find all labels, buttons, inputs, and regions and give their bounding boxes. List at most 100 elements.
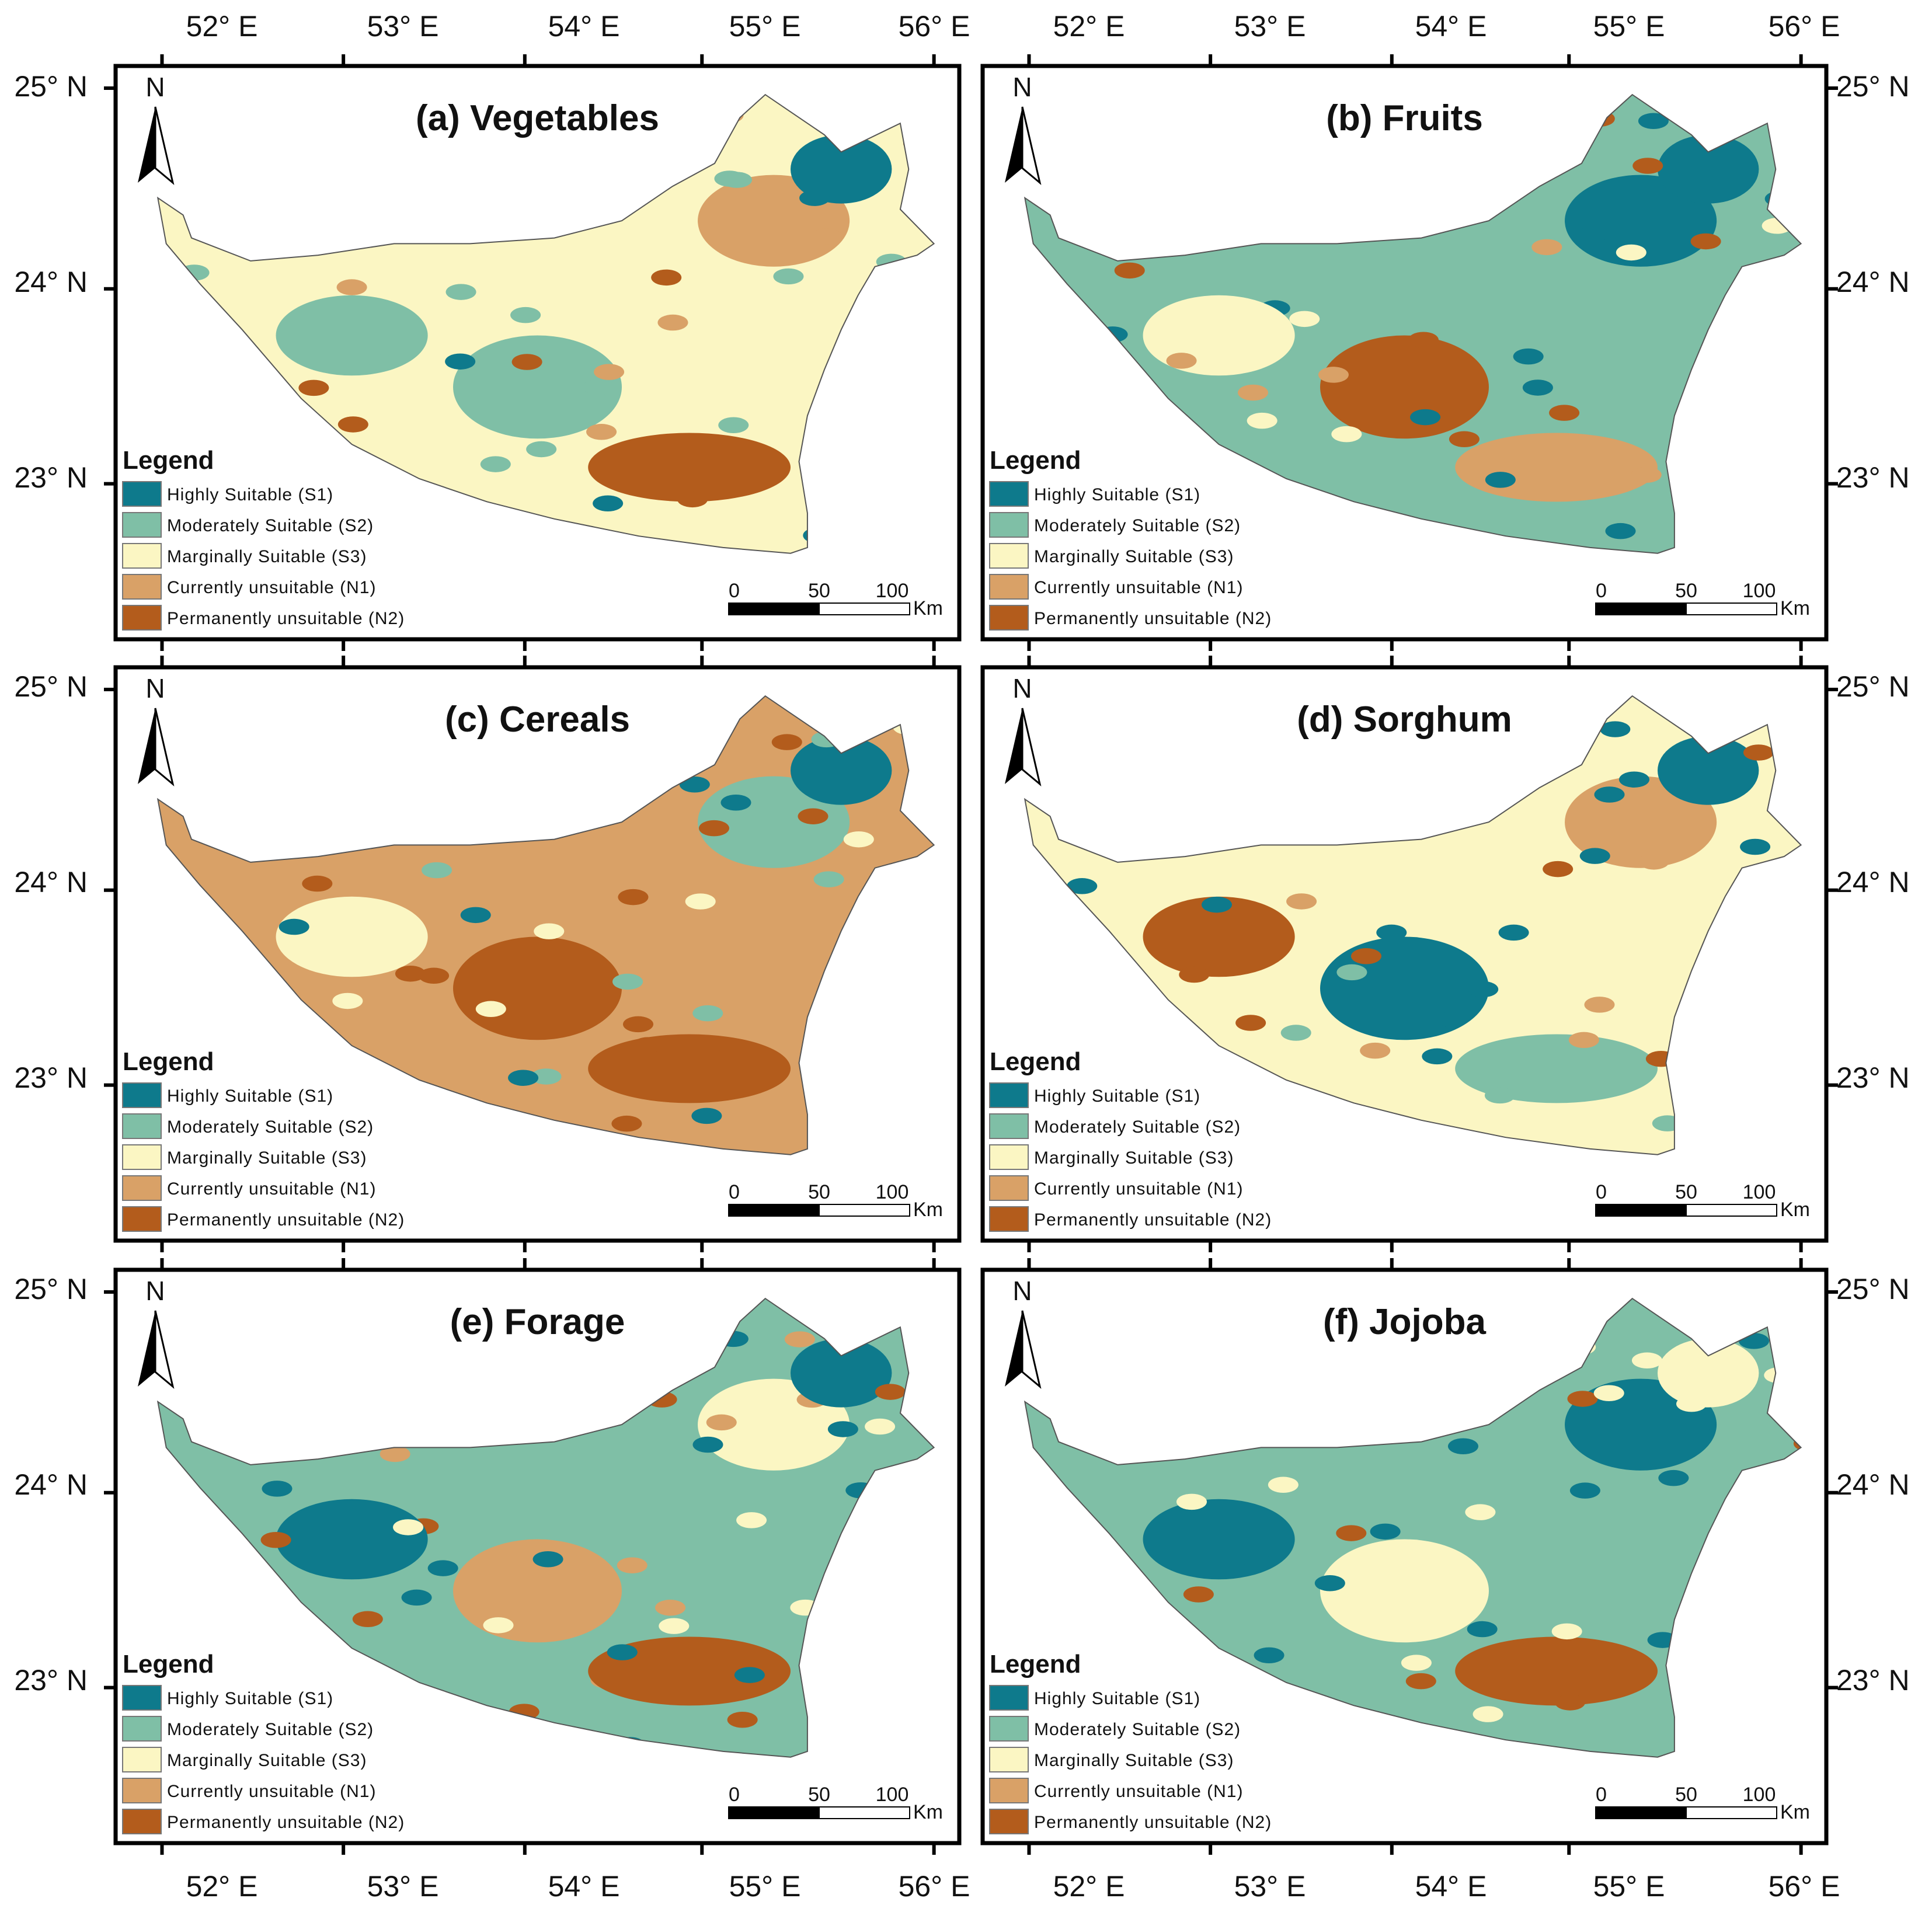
suitability-patch [532,1551,563,1568]
scale-bar-unit: Km [913,1801,943,1823]
suitability-patch [445,353,476,370]
suitability-patch [622,1016,654,1033]
suitability-patch [720,795,751,811]
suitability-patch [1543,861,1574,877]
legend-swatch [989,1206,1029,1232]
legend-swatch [989,1685,1029,1711]
north-arrow-label: N [1012,72,1032,102]
north-arrow-label: N [1012,673,1032,704]
suitability-patch [593,495,624,512]
suitability-patch [1067,878,1098,894]
suitability-zone [791,134,892,204]
suitability-patch [798,808,829,824]
suitability-zone [453,335,622,439]
lat-label: 24° N [1836,1468,1910,1501]
legend-label: Highly Suitable (S1) [167,1086,333,1106]
suitability-patch [875,1384,906,1400]
legend-swatch [122,543,162,569]
legend-title: Legend [990,1047,1081,1076]
suitability-patch [611,1115,642,1132]
north-arrow-left-half [1005,708,1022,784]
panel-title: (e) Forage [450,1302,625,1342]
legend-label: Currently unsuitable (N1) [167,1782,376,1801]
suitability-patch [427,1560,458,1576]
suitability-patch [1247,412,1277,429]
suitability-patch [480,456,511,472]
suitability-patch [1631,1352,1662,1369]
scale-bar-segment [1686,1806,1777,1819]
suitability-patch [445,284,476,300]
suitability-patch [1268,1476,1299,1493]
suitability-patch [1201,896,1232,913]
suitability-patch [1658,1469,1689,1486]
suitability-patch [1605,523,1636,539]
suitability-patch [718,417,749,434]
suitability-patch [827,1421,858,1437]
north-arrow-icon: N [1005,673,1042,787]
suitability-patch [1740,838,1771,855]
legend-label: Currently unsuitable (N1) [1034,1782,1243,1801]
suitability-patch [395,965,426,982]
north-arrow-right-half [154,1310,175,1389]
north-arrow-label: N [1012,1276,1032,1306]
scale-bar-segment [1686,1204,1777,1217]
lon-label: 52° E [186,1870,258,1903]
legend-label: Marginally Suitable (S3) [1034,1148,1234,1168]
scale-bar-segment [1595,1806,1687,1819]
suitability-patch [607,1644,638,1660]
suitability-patch [799,190,830,206]
lon-label: 56° E [1769,1870,1840,1903]
north-arrow-right-half [154,708,175,787]
suitability-map [158,95,934,553]
north-arrow-left-half [1005,1311,1022,1387]
scale-bar-label: 50 [1675,1181,1697,1203]
suitability-patch [679,776,710,793]
scale-bar-label: 100 [876,1784,909,1806]
legend: Legend Highly Suitable (S1) Moderately Sui… [989,1047,1271,1232]
suitability-patch [302,875,333,892]
suitability-patch [1884,134,1914,150]
lon-label: 53° E [1234,10,1306,43]
lat-label: 24° N [14,866,88,898]
suitability-patch [1166,353,1197,369]
suitability-patch [677,491,708,508]
suitability-patch [368,354,399,371]
legend-title: Legend [123,1047,214,1076]
suitability-patch [1638,854,1669,870]
lon-label: 54° E [1415,1870,1487,1903]
north-arrow-icon: N [1005,1276,1042,1389]
suitability-zone [1658,134,1759,204]
panel-title: (c) Cereals [445,699,630,740]
suitability-map [158,1298,934,1757]
suitability-patch [1422,1048,1453,1065]
suitability-patch [1254,1647,1284,1664]
legend-swatch [989,605,1029,631]
lon-label: 55° E [1593,1870,1665,1903]
legend-swatch [122,1082,162,1108]
legend-label: Permanently unsuitable (N2) [1034,609,1272,628]
legend-label: Permanently unsuitable (N2) [167,1813,405,1832]
lat-label: 24° N [14,1468,88,1501]
legend-swatch [989,1778,1029,1803]
scale-bar-segment [1686,603,1777,615]
legend-label: Currently unsuitable (N1) [1034,578,1243,597]
suitability-patch [1579,225,1610,242]
map-panel: (a) Vegetables N Legend Highly Suitable (S1… [104,54,962,651]
lat-label: 23° N [1836,461,1910,494]
lat-label: 23° N [14,1664,88,1697]
scale-bar-label: 100 [1743,1784,1776,1806]
suitability-patch [1498,924,1529,941]
suitability-patch [727,1711,758,1728]
legend-label: Marginally Suitable (S3) [167,1751,367,1770]
suitability-patch [594,364,625,380]
legend: Legend Highly Suitable (S1) Moderately Sui… [122,446,404,631]
lat-label: 23° N [14,1061,88,1094]
lon-label: 53° E [367,1870,439,1903]
suitability-patch [1683,1427,1714,1443]
suitability-patch [698,820,729,837]
suitability-zone [1658,1338,1759,1408]
lat-label: 25° N [1836,70,1910,103]
suitability-patch [401,1589,432,1606]
panels: (a) Vegetables N Legend Highly Suitable (S1… [104,54,1914,1855]
legend-swatch [989,1175,1029,1201]
